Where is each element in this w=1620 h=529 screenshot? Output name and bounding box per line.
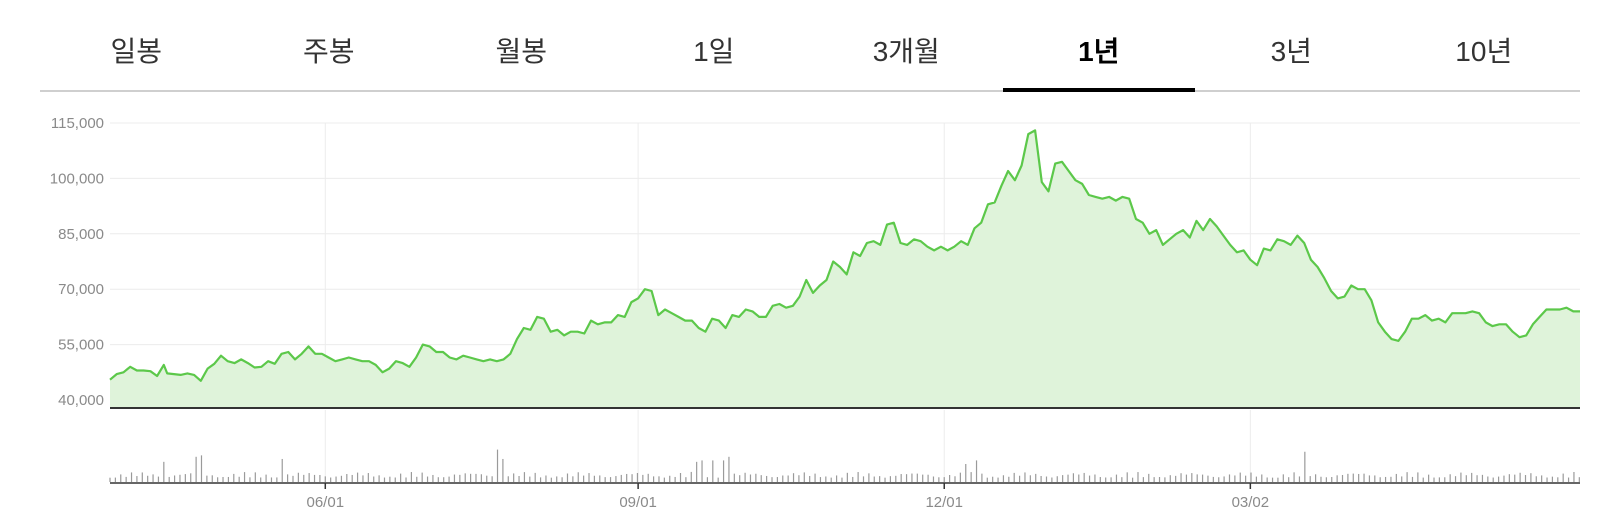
- tab-3-months[interactable]: 3개월: [872, 36, 940, 67]
- y-tick-label: 100,000: [50, 170, 104, 187]
- tab-10-years[interactable]: 10년: [1455, 36, 1513, 67]
- y-tick-label: 85,000: [58, 226, 104, 243]
- x-tick-label: 06/01: [307, 494, 345, 511]
- tab-3-years[interactable]: 3년: [1270, 36, 1312, 67]
- price-area-fill: [110, 130, 1580, 408]
- tab-weekly-candle[interactable]: 주봉: [302, 36, 355, 67]
- tab-monthly-candle[interactable]: 월봉: [495, 36, 548, 67]
- tab-1-year[interactable]: 1년: [1002, 20, 1196, 92]
- tab-1-day[interactable]: 1일: [693, 36, 735, 67]
- y-tick-label: 70,000: [58, 281, 104, 298]
- y-tick-label: 115,000: [51, 115, 104, 132]
- price-line: [109, 129, 1580, 382]
- tab-daily-candle[interactable]: 일봉: [110, 36, 163, 67]
- y-tick-label: 55,000: [58, 337, 104, 354]
- x-tick-label: 03/02: [1232, 494, 1270, 511]
- x-tick-label: 09/01: [619, 494, 657, 511]
- x-tick-label: 12/01: [925, 494, 963, 511]
- period-tabs: 일봉 주봉 월봉 1일 3개월 1년 3년 10년: [40, 20, 1580, 92]
- y-tick-label: 40,000: [58, 392, 104, 409]
